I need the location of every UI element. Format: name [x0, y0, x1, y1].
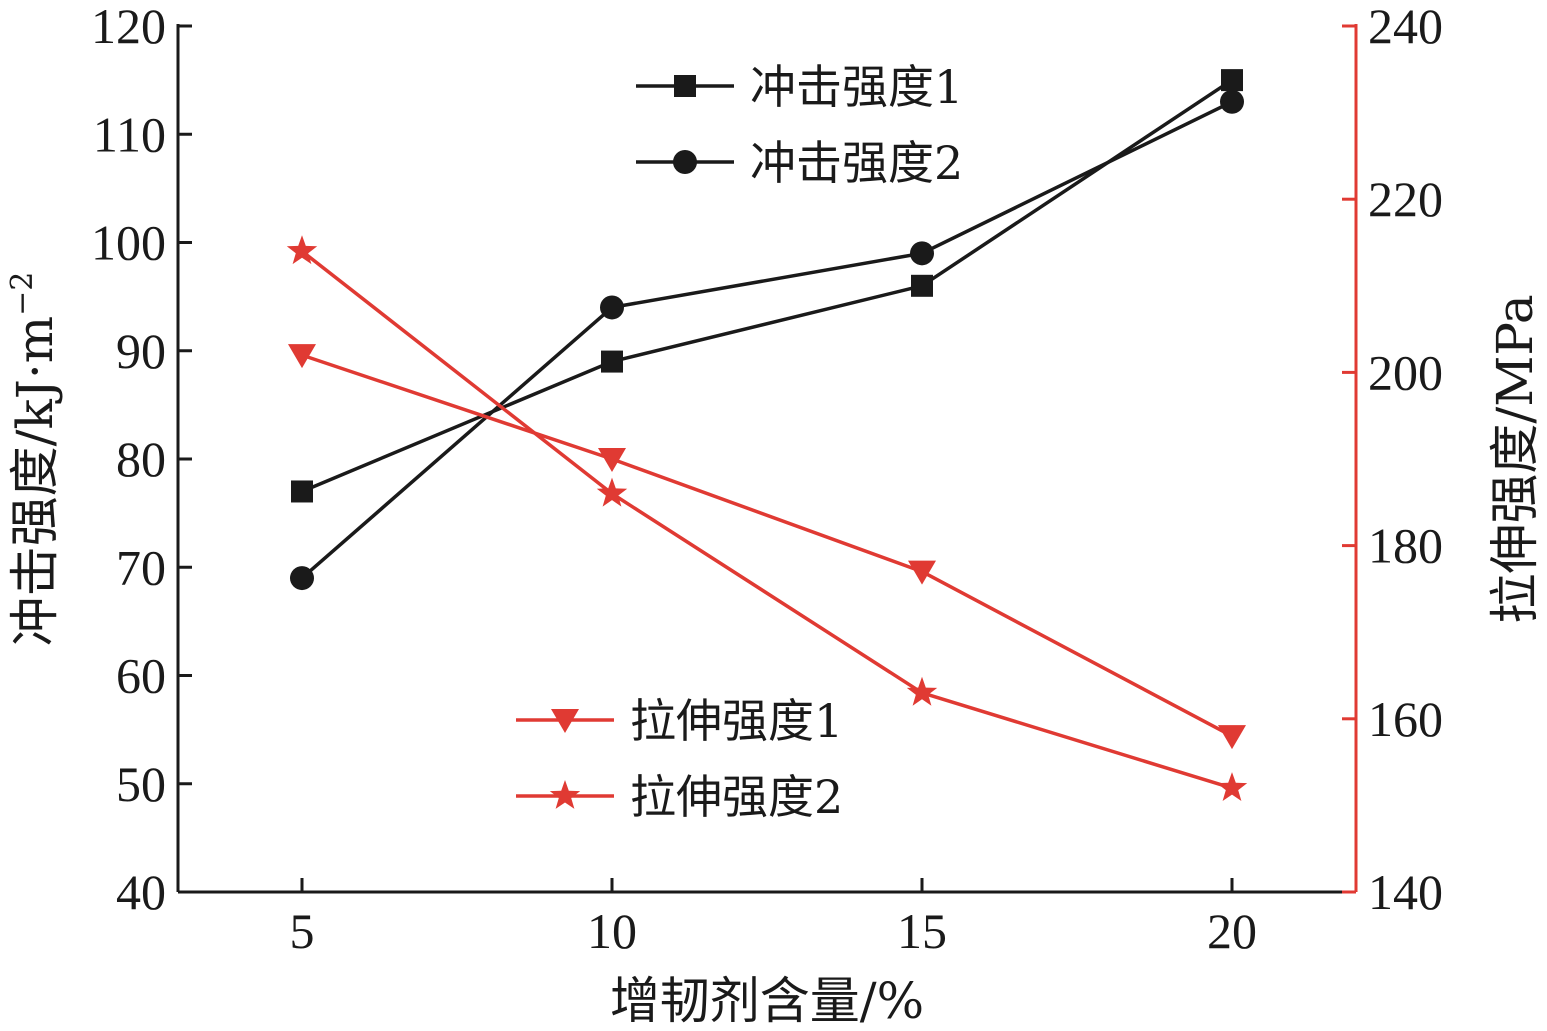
legend-label: 拉伸强度2: [630, 770, 843, 824]
series-line: [301, 78, 1233, 494]
series-3: [288, 344, 1246, 750]
legend-label: 拉伸强度1: [630, 694, 843, 748]
series-4: [286, 235, 1248, 801]
data-point: [601, 350, 623, 373]
legend-item: 冲击强度2: [636, 136, 963, 190]
y-right-tick-label: 220: [1368, 171, 1443, 227]
y-left-tick-label: 50: [116, 756, 166, 812]
data-point: [1216, 772, 1248, 801]
series-line: [300, 249, 1233, 790]
y-left-axis-title: 冲击强度/kJ·m−2: [5, 272, 64, 647]
data-point: [1221, 69, 1243, 92]
data-point: [908, 560, 936, 585]
legend-marker: [551, 709, 579, 733]
x-tick-label: 20: [1207, 903, 1257, 959]
data-point: [906, 676, 938, 706]
series-line: [301, 353, 1233, 738]
legend-item: 拉伸强度1: [516, 694, 843, 748]
legends: 冲击强度1 冲击强度2 拉伸强度1 拉伸强度2: [516, 60, 963, 824]
y-left-tick-label: 60: [116, 648, 166, 704]
x-axis-title: 增韧剂含量/%: [610, 972, 924, 1030]
series-2: [290, 89, 1244, 591]
y-right-axis-title: 拉伸强度/MPa: [1486, 294, 1544, 623]
legend-marker: [674, 75, 696, 97]
y-left-tick-label: 80: [116, 431, 166, 487]
y-left-tick-label: 120: [91, 0, 166, 54]
legend-top: 冲击强度1 冲击强度2: [636, 60, 963, 190]
y-right-tick-label: 160: [1368, 691, 1443, 747]
y-left-tick-label: 90: [116, 323, 166, 379]
y-left-tick-label: 40: [116, 864, 166, 920]
legend-label: 冲击强度2: [750, 136, 963, 190]
y-right-tick-label: 240: [1368, 0, 1443, 54]
series-1: [291, 69, 1243, 503]
data-point: [596, 477, 628, 507]
legend-item: 冲击强度1: [636, 60, 963, 114]
legend-label: 冲击强度1: [750, 60, 963, 114]
data-point: [291, 480, 313, 503]
x-tick-label: 15: [897, 903, 947, 959]
data-point: [1218, 725, 1246, 750]
y-left-axis-title-sup: −2: [5, 272, 40, 316]
data-point: [911, 274, 933, 297]
y-left-tick-label: 110: [93, 106, 166, 162]
y-left-axis-title-main: 冲击强度/kJ·m: [6, 316, 64, 647]
x-tick-label: 10: [587, 903, 637, 959]
legend-item: 拉伸强度2: [516, 770, 843, 824]
y-left-tick-label: 70: [116, 539, 166, 595]
series-layer: [286, 69, 1248, 801]
data-point: [290, 566, 314, 591]
data-point: [910, 241, 934, 266]
legend-marker: [549, 780, 581, 809]
data-point: [600, 295, 624, 320]
series-line: [300, 100, 1233, 580]
data-point: [288, 344, 316, 369]
legend-bottom: 拉伸强度1 拉伸强度2: [516, 694, 843, 824]
axes: 40 50 60 70 80 90 100 110 120 140 160 180 200 220 240 5…: [5, 0, 1544, 1030]
y-right-tick-label: 200: [1368, 344, 1443, 400]
x-tick-label: 5: [290, 903, 315, 959]
legend-marker: [673, 150, 697, 174]
y-left-tick-label: 100: [91, 215, 166, 271]
data-point: [286, 235, 318, 265]
data-point: [598, 448, 626, 472]
data-point: [1220, 89, 1244, 114]
y-right-tick-label: 140: [1368, 864, 1443, 920]
y-right-tick-label: 180: [1368, 518, 1443, 574]
